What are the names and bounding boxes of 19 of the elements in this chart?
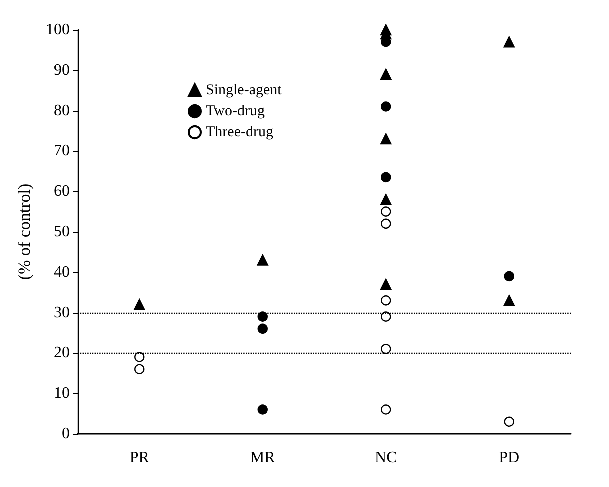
y-tick-label: 80 bbox=[54, 102, 70, 120]
y-tick-label: 10 bbox=[54, 385, 70, 402]
x-tick-label: MR bbox=[250, 450, 276, 466]
y-tick-label: 70 bbox=[54, 142, 70, 160]
y-tick-label: 60 bbox=[54, 183, 70, 200]
legend-label: Two-drug bbox=[206, 104, 266, 120]
y-tick-label: 90 bbox=[54, 62, 70, 79]
y-tick-label: 30 bbox=[54, 304, 70, 322]
y-tick-label: 50 bbox=[54, 224, 70, 240]
y-tick-label: 20 bbox=[54, 344, 70, 362]
legend-label: Three-drug bbox=[206, 124, 274, 140]
legend-label: Single-agent bbox=[206, 82, 283, 98]
y-tick-label: 0 bbox=[62, 426, 70, 442]
y-axis-title: (% of control) bbox=[15, 184, 34, 280]
x-tick-label: PR bbox=[130, 450, 150, 466]
y-tick-label: 40 bbox=[54, 264, 70, 281]
x-tick-label: PD bbox=[499, 450, 520, 466]
y-tick-label: 100 bbox=[46, 22, 70, 38]
x-tick-label: NC bbox=[375, 450, 398, 466]
